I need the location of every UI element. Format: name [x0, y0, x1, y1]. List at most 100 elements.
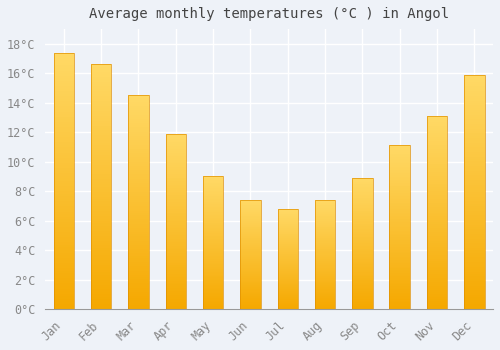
Bar — [315, 228, 336, 230]
Bar — [91, 96, 112, 99]
Bar — [128, 232, 148, 234]
Bar — [427, 205, 448, 207]
Bar — [240, 223, 260, 224]
Bar — [54, 201, 74, 204]
Bar — [352, 183, 372, 184]
Bar — [240, 241, 260, 243]
Bar — [240, 261, 260, 262]
Bar — [278, 301, 298, 302]
Bar — [91, 180, 112, 182]
Bar — [166, 149, 186, 151]
Bar — [315, 282, 336, 283]
Bar — [166, 195, 186, 197]
Bar — [203, 301, 224, 302]
Bar — [464, 295, 484, 297]
Bar — [352, 192, 372, 194]
Bar — [278, 289, 298, 290]
Bar — [464, 225, 484, 227]
Bar — [203, 273, 224, 274]
Bar — [278, 209, 298, 309]
Bar — [240, 224, 260, 225]
Bar — [315, 256, 336, 257]
Bar — [54, 145, 74, 147]
Bar — [352, 262, 372, 263]
Bar — [315, 244, 336, 245]
Bar — [240, 302, 260, 303]
Bar — [91, 143, 112, 145]
Bar — [91, 72, 112, 74]
Bar — [240, 225, 260, 226]
Bar — [54, 263, 74, 265]
Bar — [166, 281, 186, 283]
Bar — [128, 209, 148, 211]
Bar — [352, 212, 372, 213]
Bar — [390, 162, 410, 163]
Bar — [278, 222, 298, 223]
Bar — [315, 215, 336, 216]
Bar — [278, 226, 298, 227]
Bar — [54, 219, 74, 222]
Bar — [240, 282, 260, 283]
Bar — [315, 280, 336, 281]
Bar — [91, 165, 112, 167]
Bar — [315, 219, 336, 221]
Bar — [464, 248, 484, 251]
Bar — [240, 295, 260, 296]
Bar — [128, 275, 148, 277]
Bar — [427, 298, 448, 299]
Bar — [315, 223, 336, 224]
Bar — [240, 256, 260, 257]
Bar — [427, 288, 448, 290]
Bar — [390, 157, 410, 159]
Bar — [128, 222, 148, 224]
Bar — [464, 253, 484, 255]
Bar — [390, 273, 410, 275]
Bar — [128, 228, 148, 230]
Bar — [240, 285, 260, 286]
Bar — [91, 289, 112, 292]
Bar — [203, 187, 224, 188]
Bar — [464, 232, 484, 234]
Bar — [203, 289, 224, 290]
Bar — [54, 250, 74, 253]
Bar — [203, 304, 224, 305]
Bar — [240, 264, 260, 265]
Bar — [128, 114, 148, 117]
Bar — [54, 273, 74, 276]
Bar — [203, 233, 224, 235]
Bar — [54, 288, 74, 291]
Bar — [352, 233, 372, 234]
Bar — [91, 277, 112, 280]
Bar — [427, 267, 448, 268]
Bar — [427, 168, 448, 170]
Bar — [315, 249, 336, 250]
Bar — [54, 296, 74, 299]
Bar — [390, 150, 410, 152]
Bar — [315, 278, 336, 279]
Bar — [427, 155, 448, 156]
Bar — [390, 257, 410, 258]
Bar — [240, 247, 260, 248]
Bar — [166, 285, 186, 286]
Bar — [352, 247, 372, 249]
Bar — [203, 208, 224, 210]
Bar — [54, 81, 74, 83]
Bar — [240, 294, 260, 295]
Bar — [464, 119, 484, 121]
Bar — [390, 221, 410, 222]
Bar — [203, 302, 224, 304]
Bar — [390, 147, 410, 149]
Bar — [166, 142, 186, 144]
Bar — [427, 151, 448, 153]
Bar — [427, 145, 448, 147]
Bar — [352, 258, 372, 259]
Bar — [315, 299, 336, 300]
Bar — [427, 241, 448, 243]
Bar — [240, 289, 260, 290]
Bar — [464, 145, 484, 147]
Bar — [54, 119, 74, 122]
Bar — [240, 273, 260, 274]
Bar — [128, 284, 148, 286]
Bar — [91, 104, 112, 106]
Bar — [315, 203, 336, 204]
